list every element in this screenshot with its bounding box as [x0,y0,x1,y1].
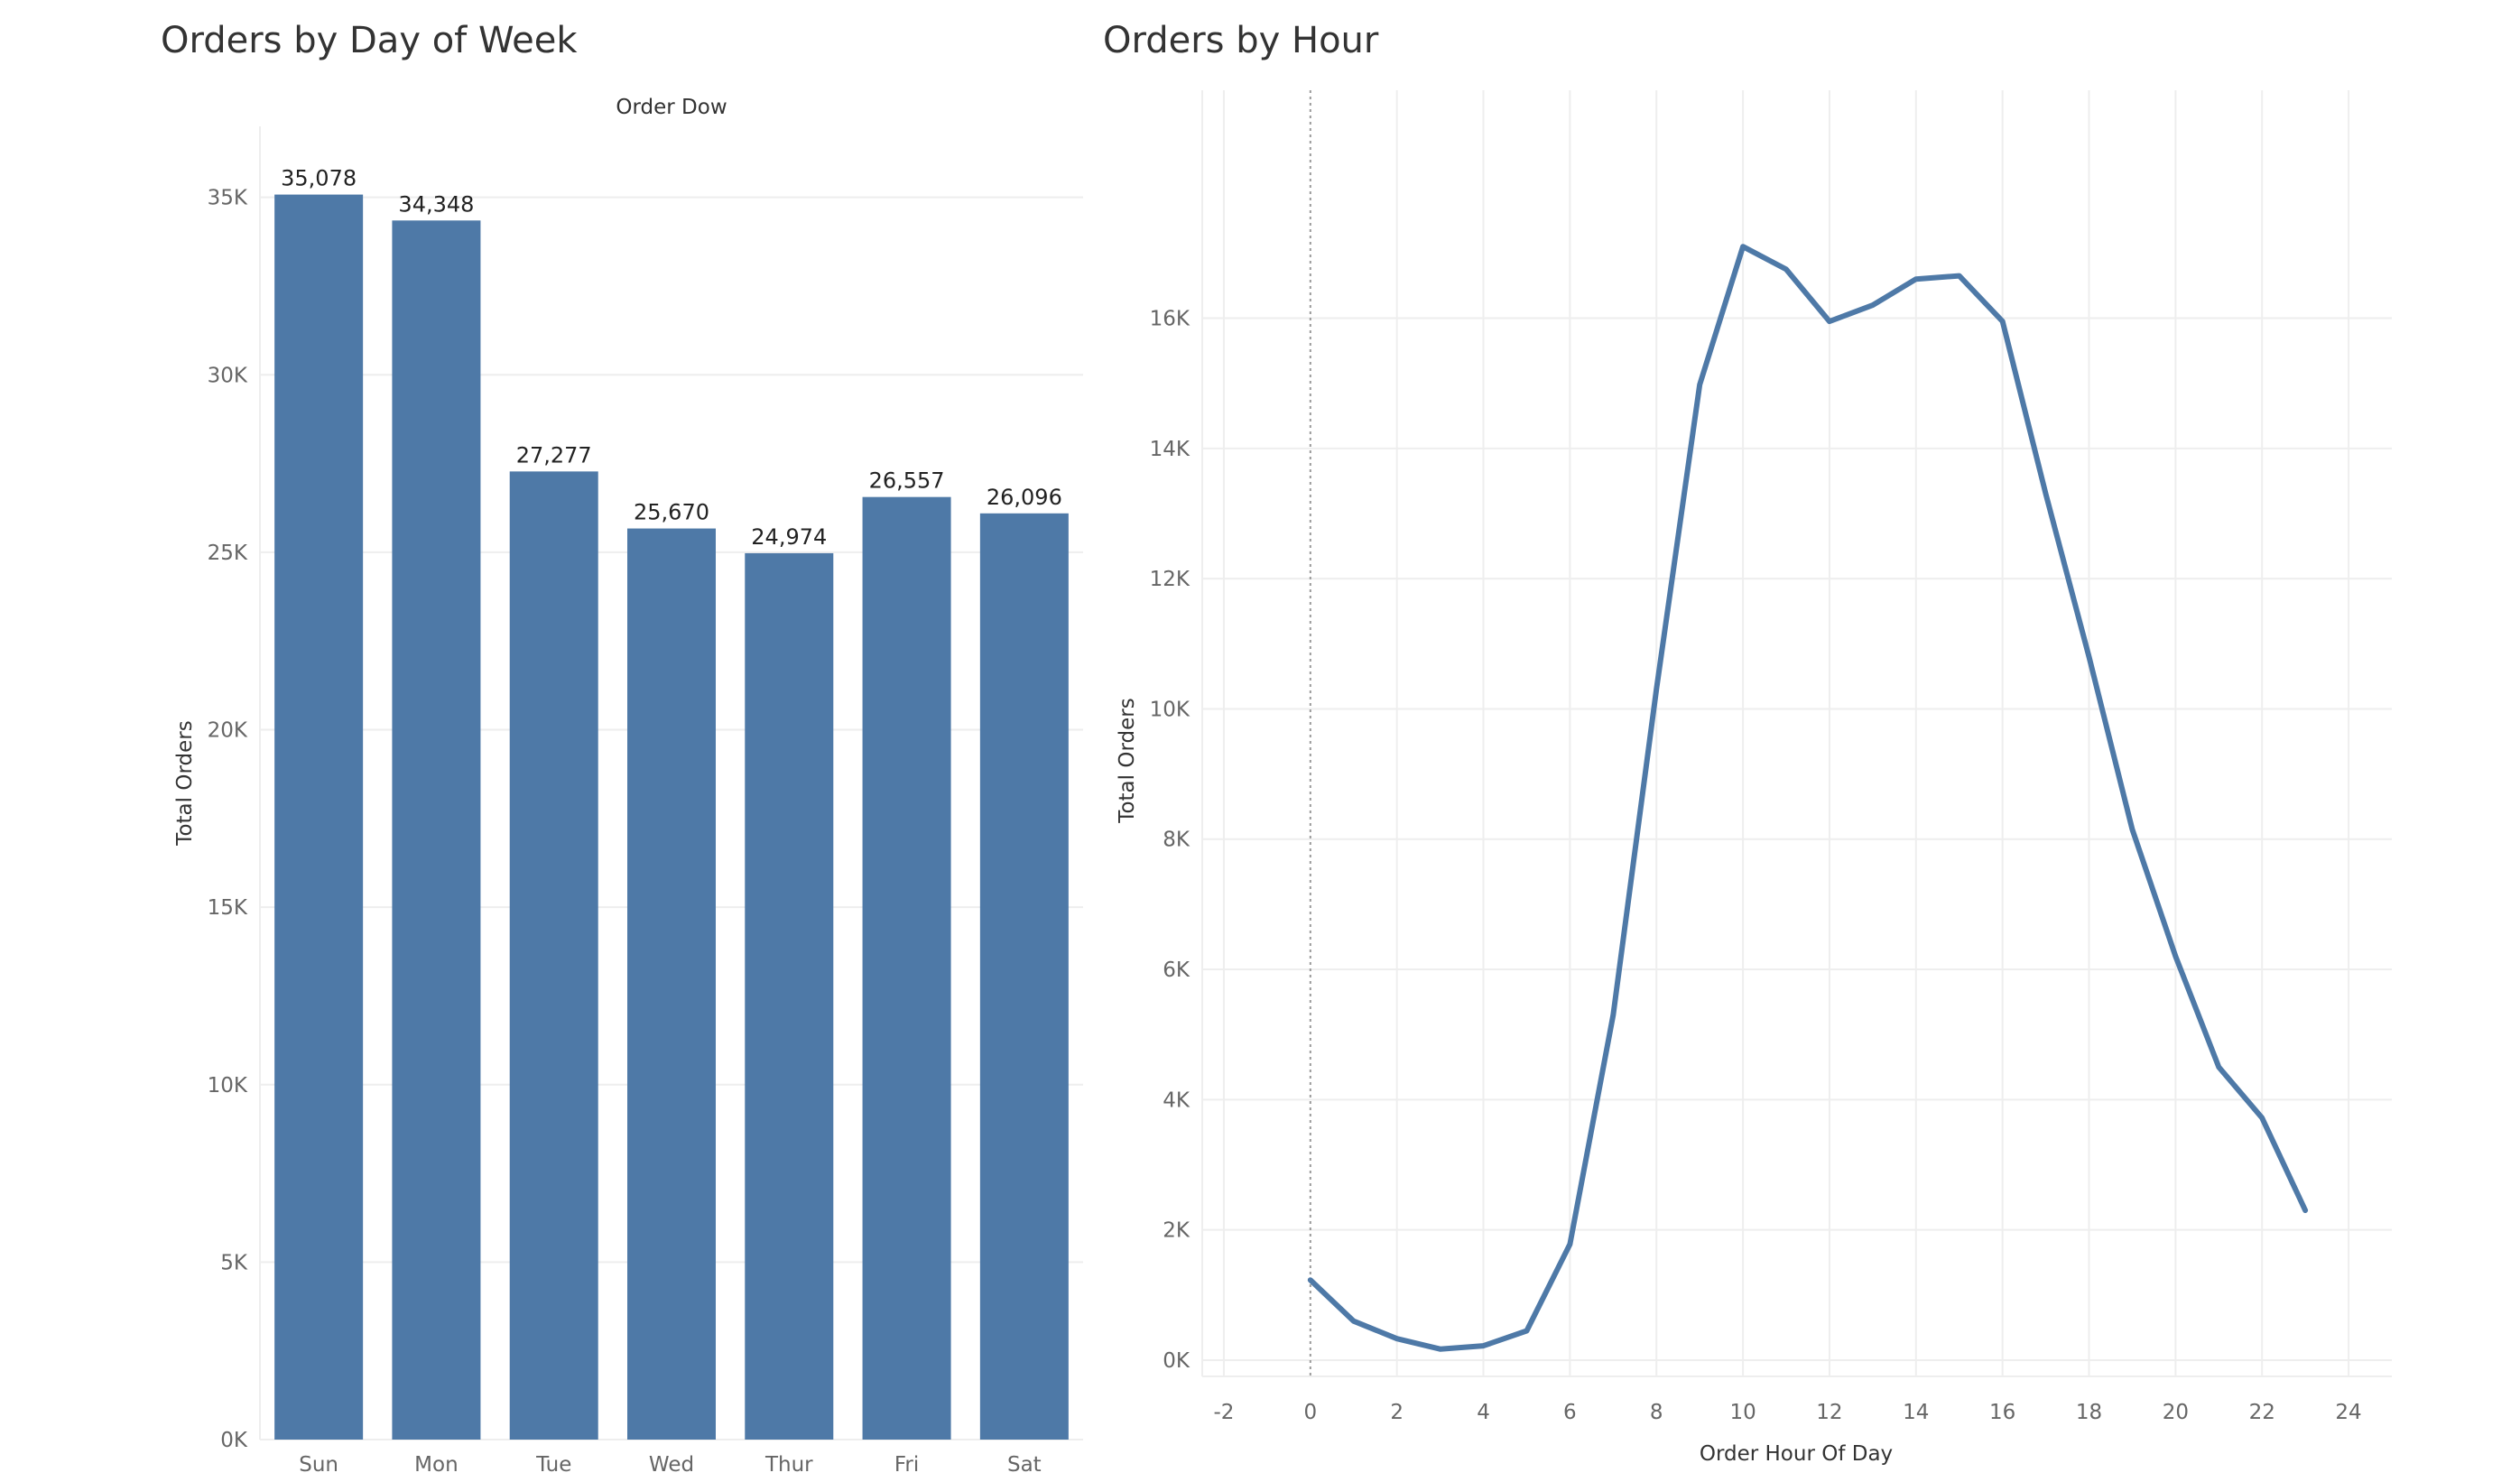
bar-chart: 0K 5K 10K 15K 20K 25K 30K 35K Order Dow Total Ord… [173,96,1083,1477]
line-y-tick-label: 2K [1163,1219,1191,1243]
line-point-hour-14 [1913,276,1919,282]
bar-tue [509,471,598,1440]
line-point-hour-18 [2087,654,2092,660]
line-point-hour-22 [2259,1116,2265,1121]
line-x-tick-label: 20 [2163,1401,2189,1424]
bar-y-tick-label: 15K [208,896,248,920]
line-x-tick-label: 0 [1303,1401,1317,1424]
line-point-hour-7 [1610,1013,1616,1018]
line-point-hour-16 [2000,319,2006,324]
bar-category-label: Sun [299,1453,338,1477]
line-point-hour-19 [2129,827,2135,832]
bar-value-label: 27,277 [516,442,592,468]
line-point-hour-15 [1957,273,1962,279]
bar-wed [627,528,716,1440]
line-point-hour-2 [1394,1336,1400,1341]
line-chart-title: Orders by Hour [1103,20,1379,61]
bar-y-tick-label: 5K [220,1251,248,1274]
line-x-tick-label: 4 [1477,1401,1490,1424]
line-point-hour-5 [1524,1328,1529,1333]
bar-value-label: 26,557 [869,468,945,494]
bar-y-tick-label: 25K [208,542,248,565]
line-point-hour-3 [1438,1347,1443,1352]
bar-value-label: 25,670 [634,500,709,525]
line-x-tick-label: 24 [2335,1401,2361,1424]
line-x-tick-label: 10 [1729,1401,1756,1424]
line-y-tick-label: 12K [1150,568,1191,591]
line-y-tick-label: 10K [1150,698,1191,721]
bar-y-tick-label: 0K [220,1429,248,1452]
bar-y-tick-label: 20K [208,719,248,743]
line-point-hour-6 [1567,1242,1572,1247]
bar-category-label: Mon [414,1453,459,1477]
line-point-hour-9 [1697,382,1702,387]
bar-sun [274,194,364,1440]
line-y-tick-label: 8K [1163,829,1191,852]
line-point-hour-10 [1740,244,1746,249]
line-point-hour-13 [1870,302,1876,308]
line-point-hour-21 [2216,1064,2221,1070]
line-y-tick-label: 0K [1163,1349,1191,1373]
bar-thur [745,552,834,1440]
line-y-tick-label: 4K [1163,1088,1191,1112]
bar-y-tick-label: 35K [208,187,248,210]
line-x-axis-title: Order Hour Of Day [1700,1442,1893,1466]
bar-sat [979,513,1069,1440]
line-point-hour-17 [2043,491,2049,496]
bar-category-label: Fri [894,1453,919,1477]
line-point-hour-8 [1654,687,1659,692]
line-point-hour-12 [1827,319,1832,324]
bar-value-label: 35,078 [281,166,357,191]
line-point-hour-0 [1308,1277,1313,1283]
line-point-hour-11 [1783,266,1789,272]
bar-category-label: Wed [649,1453,694,1477]
line-point-hour-4 [1481,1343,1487,1348]
line-x-tick-label: 12 [1816,1401,1842,1424]
line-x-tick-label: 8 [1650,1401,1663,1424]
line-x-tick-label: 18 [2076,1401,2102,1424]
orders-by-hour-line [1307,244,2309,1352]
bar-fri [862,496,951,1440]
line-x-tick-label: 6 [1563,1401,1577,1424]
line-point-hour-23 [2302,1208,2308,1213]
line-point-hour-1 [1351,1319,1357,1324]
bar-y-tick-label: 10K [208,1074,248,1098]
bar-mon [392,220,481,1440]
line-y-tick-label: 14K [1150,438,1191,461]
bar-chart-title: Orders by Day of Week [161,20,578,61]
bar-value-label: 26,096 [987,485,1062,510]
bar-category-label: Thur [764,1453,813,1477]
bar-y-axis-title: Total Orders [173,720,197,846]
bar-category-label: Tue [535,1453,571,1477]
line-x-tick-label: 14 [1903,1401,1929,1424]
line-y-tick-label: 16K [1150,308,1191,331]
bar-y-tick-label: 30K [208,364,248,387]
line-x-tick-label: 16 [1989,1401,2015,1424]
line-x-tick-label: 2 [1390,1401,1404,1424]
bar-value-label: 24,974 [751,524,827,550]
bar-top-axis-title: Order Dow [616,96,727,119]
line-x-tick-label: -2 [1213,1401,1234,1424]
line-y-tick-label: 6K [1163,959,1191,982]
bar-value-label: 34,348 [398,191,474,217]
line-y-axis-title: Total Orders [1116,698,1139,823]
line-point-hour-20 [2173,954,2178,959]
bar-category-label: Sat [1007,1453,1042,1477]
line-x-tick-label: 22 [2249,1401,2275,1424]
